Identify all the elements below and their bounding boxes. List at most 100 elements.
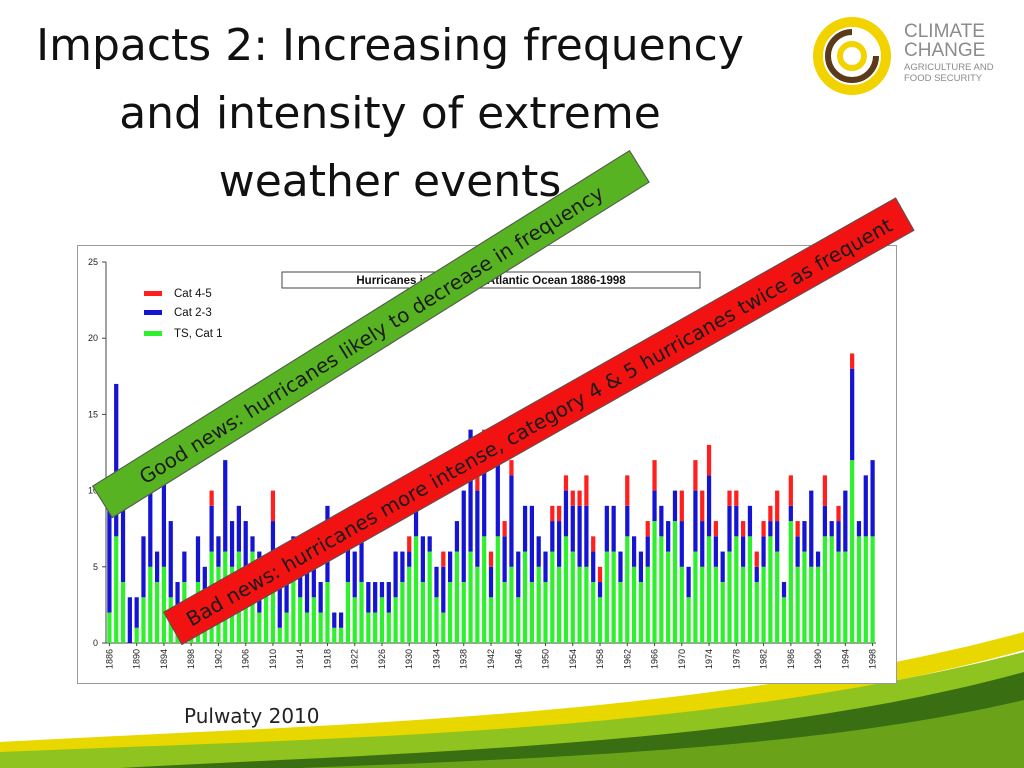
bar-1946-ts-cat-1: [516, 597, 521, 643]
x-tick-label: 1978: [731, 649, 741, 669]
bar-1891-cat-2-3: [141, 536, 146, 598]
bar-1987-cat-2-3: [795, 536, 800, 567]
logo-line-4: FOOD SECURITY: [904, 73, 983, 84]
bar-1948-cat-2-3: [529, 505, 534, 583]
bar-1952-ts-cat-1: [557, 566, 562, 643]
bar-1901-cat-2-3: [209, 505, 214, 552]
bar-1941-ts-cat-1: [482, 536, 487, 643]
bar-1982-cat-2-3: [761, 536, 766, 567]
bar-1943-cat-2-3: [495, 460, 500, 537]
bar-1893-ts-cat-1: [154, 582, 160, 643]
bar-1915-ts-cat-1: [304, 612, 310, 643]
bar-1985-ts-cat-1: [781, 597, 787, 643]
bar-1963-ts-cat-1: [631, 566, 637, 643]
bar-1894-ts-cat-1: [161, 566, 167, 643]
bar-1932-cat-2-3: [420, 536, 425, 583]
bar-1910-cat-4-5: [270, 490, 276, 522]
bar-1909-ts-cat-1: [264, 582, 269, 643]
bar-1963-cat-2-3: [631, 536, 637, 567]
bar-1887-ts-cat-1: [114, 536, 119, 643]
bar-1994-ts-cat-1: [843, 551, 848, 643]
bar-1953-cat-2-3: [563, 490, 569, 537]
x-tick-label: 1966: [650, 649, 660, 669]
bar-1930-cat-2-3: [407, 551, 412, 567]
bar-1983-ts-cat-1: [768, 536, 773, 643]
bar-1935-ts-cat-1: [441, 612, 446, 643]
bar-1962-ts-cat-1: [625, 536, 630, 643]
bar-1997-cat-2-3: [863, 475, 868, 537]
bar-1965-cat-4-5: [645, 521, 650, 537]
bar-1971-cat-2-3: [686, 566, 691, 598]
bar-1989-cat-2-3: [809, 490, 814, 567]
bar-1942-cat-2-3: [488, 566, 494, 598]
bar-1964-ts-cat-1: [638, 582, 644, 643]
bar-1966-cat-2-3: [652, 490, 657, 522]
bar-1911-ts-cat-1: [277, 627, 282, 643]
bar-1941-cat-2-3: [482, 444, 487, 537]
bar-1943-ts-cat-1: [495, 536, 500, 643]
bar-1955-cat-4-5: [577, 490, 582, 506]
bar-1973-ts-cat-1: [700, 566, 705, 643]
bar-1888-ts-cat-1: [120, 582, 126, 643]
bar-1910-cat-2-3: [270, 521, 276, 567]
bar-1982-cat-4-5: [761, 521, 766, 537]
bar-1938-cat-2-3: [461, 490, 466, 583]
logo-line-1: CLIMATE: [904, 21, 985, 42]
bar-1997-ts-cat-1: [863, 536, 868, 643]
bar-1995-ts-cat-1: [850, 460, 855, 643]
bar-1955-cat-2-3: [577, 505, 582, 567]
bar-1958-cat-2-3: [597, 582, 603, 598]
x-tick-label: 1970: [677, 649, 687, 669]
slide-title: Impacts 2: Increasing frequency and inte…: [20, 12, 760, 216]
bar-1922-ts-cat-1: [352, 597, 357, 643]
bar-1974-ts-cat-1: [706, 536, 712, 643]
bar-1897-cat-2-3: [182, 551, 187, 583]
bar-1926-cat-2-3: [379, 582, 385, 598]
bar-1937-ts-cat-1: [454, 551, 460, 643]
bar-1944-cat-4-5: [502, 521, 507, 537]
x-tick-label: 1910: [268, 649, 278, 669]
bar-1976-cat-2-3: [720, 551, 725, 583]
bar-1971-ts-cat-1: [686, 597, 691, 643]
bar-1916-cat-2-3: [311, 551, 316, 598]
bar-1954-ts-cat-1: [570, 551, 575, 643]
bar-1986-cat-2-3: [788, 505, 793, 522]
bar-1984-ts-cat-1: [775, 551, 780, 643]
bar-1910-ts-cat-1: [270, 566, 276, 643]
bar-1907-cat-2-3: [250, 536, 255, 552]
x-tick-label: 1894: [159, 649, 169, 669]
bar-1976-ts-cat-1: [720, 582, 725, 643]
bar-1959-cat-2-3: [604, 505, 609, 552]
x-tick-label: 1942: [486, 649, 496, 669]
bar-1901-cat-4-5: [209, 490, 214, 506]
bar-1987-cat-4-5: [795, 521, 800, 537]
logo-center: [837, 41, 867, 71]
logo-inner-swirl: [825, 29, 879, 83]
bar-1977-ts-cat-1: [727, 551, 732, 643]
bar-1978-cat-2-3: [734, 505, 739, 537]
bar-1960-cat-2-3: [611, 505, 616, 552]
bar-1954-cat-2-3: [570, 505, 575, 552]
bar-1970-cat-4-5: [679, 490, 684, 522]
bar-1977-cat-2-3: [727, 505, 732, 552]
legend-swatch-2: [144, 331, 162, 336]
bar-1984-cat-4-5: [775, 490, 780, 522]
bar-1945-cat-2-3: [509, 475, 514, 567]
swoosh-yellow-band: [0, 632, 1024, 760]
bar-1960-ts-cat-1: [611, 551, 616, 643]
bar-1892-ts-cat-1: [148, 566, 153, 643]
bar-1981-cat-4-5: [754, 551, 759, 567]
y-tick-label: 5: [93, 562, 98, 572]
bar-1892-cat-2-3: [148, 475, 153, 567]
bar-1974-cat-4-5: [706, 444, 712, 476]
bar-1956-cat-2-3: [584, 505, 589, 567]
bar-1964-cat-2-3: [638, 551, 644, 583]
bar-1981-ts-cat-1: [754, 582, 759, 643]
bar-1987-ts-cat-1: [795, 566, 800, 643]
source-citation: Pulwaty 2010: [184, 704, 320, 728]
bar-1890-cat-2-3: [134, 597, 139, 628]
x-tick-label: 1918: [322, 649, 332, 669]
x-tick-label: 1914: [295, 649, 305, 669]
bar-1996-cat-2-3: [856, 521, 862, 537]
bar-1917-cat-2-3: [318, 582, 323, 613]
